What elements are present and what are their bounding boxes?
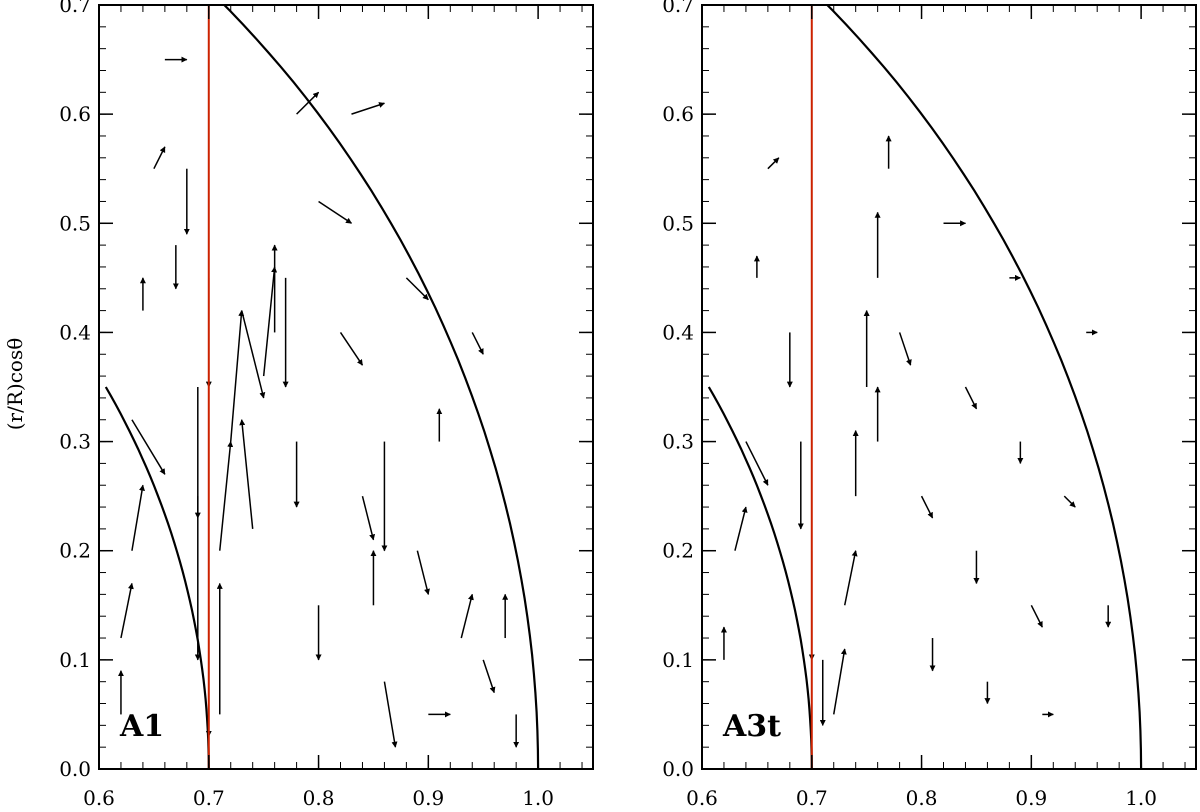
y-tick-label: 0.6 — [662, 102, 694, 126]
x-tick-label: 0.6 — [686, 786, 718, 810]
vector-arrow — [745, 441, 769, 486]
x-tick-label: 0.8 — [906, 786, 938, 810]
plot-frame — [98, 4, 594, 770]
vector-arrow — [1063, 495, 1076, 508]
y-tick-label: 0.2 — [59, 539, 91, 563]
vector-arrow — [460, 593, 474, 639]
vector-arrow — [219, 440, 234, 551]
x-tick-label: 0.9 — [1015, 786, 1047, 810]
vector-arrow — [131, 419, 166, 475]
vector-arrow — [898, 332, 912, 366]
y-axis-label: (r/R)cosθ — [3, 338, 27, 431]
vector-arrow — [920, 495, 934, 519]
vector-arrow — [131, 484, 145, 551]
outer-boundary-curve — [825, 5, 1143, 769]
y-tick-label: 0.4 — [662, 320, 694, 344]
vector-arrow — [471, 332, 484, 355]
vector-arrow — [296, 91, 320, 115]
vector-arrow — [482, 659, 496, 694]
panel-a1: (r/R)cosθ A1 0.6 0.7 0.8 0.9 1.0 0.0 0.1 0.2 0.3… — [3, 0, 594, 810]
y-tick-label: 0.0 — [59, 757, 91, 781]
y-tick-label: 0.1 — [59, 648, 91, 672]
y-tick-label: 0.2 — [662, 539, 694, 563]
y-tick-label: 0.5 — [662, 211, 694, 235]
vector-arrow — [383, 681, 398, 748]
plot-area — [707, 5, 1143, 769]
y-tick-label: 0.4 — [59, 320, 91, 344]
x-tick-label: 0.8 — [303, 786, 335, 810]
panel-label: A1 — [119, 709, 164, 744]
panel-a3t: A3t 0.6 0.7 0.8 0.9 1.0 0.0 0.1 0.2 0.3 0.4 0.5 0.6… — [662, 0, 1197, 810]
x-tick-label: 1.0 — [1125, 786, 1157, 810]
vector-arrow — [843, 550, 858, 606]
y-tick-label: 0.5 — [59, 211, 91, 235]
vector-arrow — [229, 310, 245, 442]
vector-arrow — [734, 506, 748, 551]
vector-arrow — [153, 146, 166, 170]
vector-arrow — [339, 332, 364, 366]
vector-arrow — [361, 495, 376, 541]
vector-arrow — [239, 419, 254, 529]
y-tick-label: 0.0 — [662, 757, 694, 781]
vector-arrow — [405, 277, 429, 301]
vector-arrow — [416, 550, 430, 595]
vector-arrow — [318, 200, 352, 224]
vector-arrow — [767, 157, 780, 170]
vector-arrow — [964, 386, 978, 410]
y-tick-label: 0.7 — [59, 0, 91, 17]
panel-label: A3t — [722, 709, 781, 744]
x-tick-label: 0.9 — [412, 786, 444, 810]
outer-boundary-curve — [222, 5, 540, 769]
y-tick-label: 0.3 — [59, 430, 91, 454]
y-tick-label: 0.1 — [662, 648, 694, 672]
y-tick-label: 0.7 — [662, 0, 694, 17]
inner-boundary-curve — [707, 386, 813, 769]
vector-arrow — [262, 266, 278, 377]
x-tick-label: 0.6 — [83, 786, 115, 810]
plot-area — [104, 5, 540, 769]
vector-arrow — [1030, 604, 1043, 628]
vector-arrow — [351, 102, 385, 115]
x-tick-label: 1.0 — [522, 786, 554, 810]
plot-frame — [701, 4, 1197, 770]
y-tick-label: 0.3 — [662, 430, 694, 454]
inner-boundary-curve — [104, 386, 210, 769]
x-tick-label: 0.7 — [796, 786, 828, 810]
vector-arrow — [120, 582, 134, 639]
x-tick-label: 0.7 — [193, 786, 225, 810]
y-tick-label: 0.6 — [59, 102, 91, 126]
vector-arrow — [240, 310, 266, 399]
vector-arrow — [832, 648, 847, 715]
